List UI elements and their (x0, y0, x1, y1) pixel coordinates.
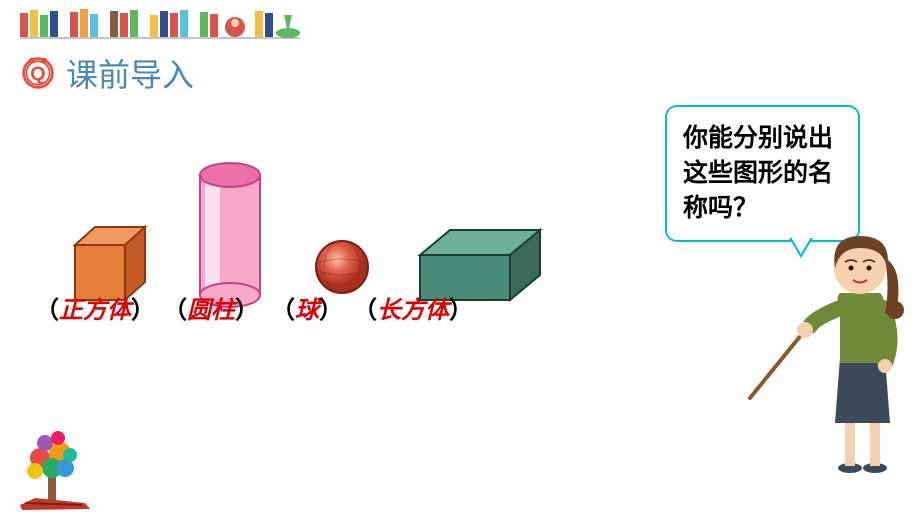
svg-text:Q: Q (30, 63, 45, 85)
q-badge-icon: Q (20, 55, 56, 91)
header-title: 课前导入 (66, 50, 194, 96)
teacher-illustration (745, 218, 905, 478)
labels-container: （正方体） （圆柱） （ 球 ） （长方体 ） (30, 290, 473, 325)
books-icon (20, 5, 300, 40)
bookshelf-decoration (20, 5, 300, 40)
label-cuboid: （长方体 ） (353, 290, 473, 325)
speech-text: 你能分别说出这些图形的名称吗？ (683, 121, 842, 226)
tree-decoration-icon (10, 413, 100, 513)
label-sphere: （ 球 ） (271, 290, 343, 325)
page-header: Q 课前导入 (20, 50, 194, 96)
label-cube: （正方体） (35, 290, 155, 325)
shapes-container (60, 155, 555, 310)
label-cylinder: （圆柱） (163, 290, 259, 325)
cylinder-shape (185, 155, 275, 310)
